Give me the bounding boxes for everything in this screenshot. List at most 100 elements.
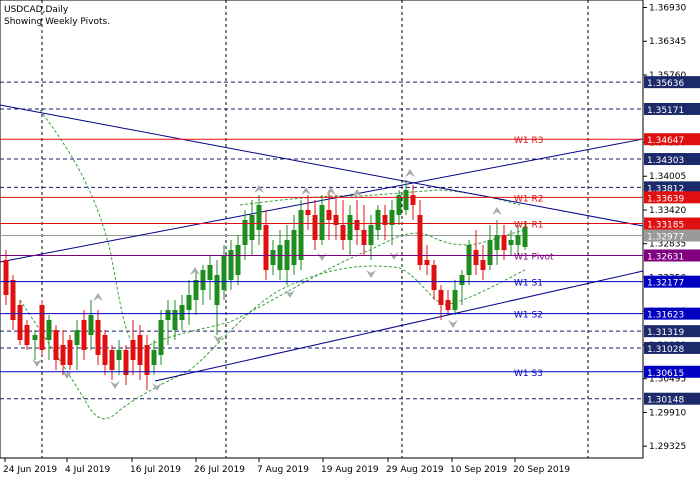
price-tick-label: 1.32835 [649,240,686,250]
candle-body [60,345,66,365]
candle-body [95,320,101,355]
indicator-label: Showing Weekly Pivots. [4,17,110,27]
level-price-tag-bg [644,181,700,194]
level-price-tag-bg [644,102,700,115]
pivot-price-tag-bg [644,191,700,204]
chart-symbol-label: USDCAD,Daily [4,5,69,15]
candle-body [473,250,479,265]
candle-body [207,265,213,280]
pivot-price-tag-bg [644,275,700,288]
candle-body [508,240,514,245]
fractal-down-icon [285,290,295,298]
candle-body [263,225,269,270]
candle-body [46,320,52,340]
candle-body [403,190,409,210]
candle-body [347,215,353,240]
candle-body [102,335,108,365]
date-label: 16 Jul 2019 [130,465,181,475]
candle-body [494,235,500,250]
trend-line [154,270,644,382]
date-label: 4 Jul 2019 [65,465,110,475]
candle-body [480,260,486,270]
candle-body [389,210,395,225]
fractal-up-icon [93,293,103,301]
candle-body [256,205,262,230]
pivot-label: W1 R3 [514,136,543,146]
pivot-price-tag: 1.32631 [647,252,684,262]
fractal-down-icon [62,371,72,379]
candle-body [88,315,94,335]
level-price-tag: 1.31319 [647,328,684,338]
candle-body [445,300,451,310]
candle-body [277,245,283,270]
candle-body [165,310,171,320]
pivot-price-tag: 1.33639 [647,194,684,204]
candle-body [81,320,87,350]
fractal-up-icon [254,185,264,193]
pivot-price-tag: 1.32177 [647,279,684,289]
pivot-label: W1 S1 [514,279,543,289]
level-price-tag-bg [644,153,700,166]
candle-body [130,340,136,360]
candle-body [312,215,318,240]
candle-body [137,335,143,365]
candle-body [291,230,297,265]
candle-body [333,215,339,225]
candle-body [417,215,423,265]
candle-body [438,290,444,305]
level-price-tag: 1.34303 [647,156,684,166]
vertical-grid [41,0,589,458]
level-price-tag: 1.35171 [647,106,684,116]
candle-body [431,265,437,290]
candle-body [151,350,157,365]
pivot-price-tag-bg [644,365,700,378]
price-tick-label: 1.34005 [649,172,686,182]
candle-body [144,345,150,375]
date-label: 7 Aug 2019 [257,465,309,475]
candle-body [354,220,360,230]
candle-body [109,350,115,370]
candle-body [375,210,381,230]
trend-line [0,104,644,227]
fractal-down-icon [152,383,162,391]
candle-body [123,350,129,375]
pivot-price-tag: 1.34647 [647,136,684,146]
fractal-down-icon [448,320,458,328]
pivot-price-tag-bg [644,217,700,230]
candle-body [116,350,122,360]
date-label: 10 Sep 2019 [450,465,507,475]
pivot-price-tag-bg [644,133,700,146]
date-label: 26 Jul 2019 [194,465,245,475]
candle-body [186,295,192,310]
fractal-up-icon [405,169,415,177]
pivot-label: W1 R2 [514,194,543,204]
candle-body [368,225,374,245]
candle-body [172,310,178,330]
level-price-tag-bg [644,392,700,405]
current-price-tag-bg [644,229,700,242]
date-axis: 24 Jun 2019 4 Jul 2019 16 Jul 2019 26 Jul 2… [3,458,570,475]
candle-body [179,305,185,320]
price-tick-label: 1.36930 [649,3,686,13]
pivot-price-tag: 1.31623 [647,311,684,321]
pivot-label: W1 Pivot [514,252,554,262]
fractal-down-icon [213,335,223,343]
level-price-tag: 1.35636 [647,79,684,89]
candle-body [452,290,458,310]
candle-body [228,250,234,280]
current-price-tag: 1.32977 [647,233,684,243]
fractal-up-icon [352,189,362,197]
fractal-down-icon [32,359,42,367]
candle-body [396,195,402,215]
pivot-lines: W1 R3 W1 R2 W1 R1 W1 Pivot W1 S1 W1 S2 W1 S3 [0,136,643,379]
candle-body [340,225,346,240]
candle-body [466,245,472,275]
candle-body [53,330,59,360]
level-price-tag: 1.33812 [647,184,684,194]
candle-body [235,245,241,275]
level-price-tag: 1.30148 [647,396,684,406]
candle-body [319,205,325,240]
candle-body [298,210,304,260]
pivot-price-tag: 1.33185 [647,221,684,231]
